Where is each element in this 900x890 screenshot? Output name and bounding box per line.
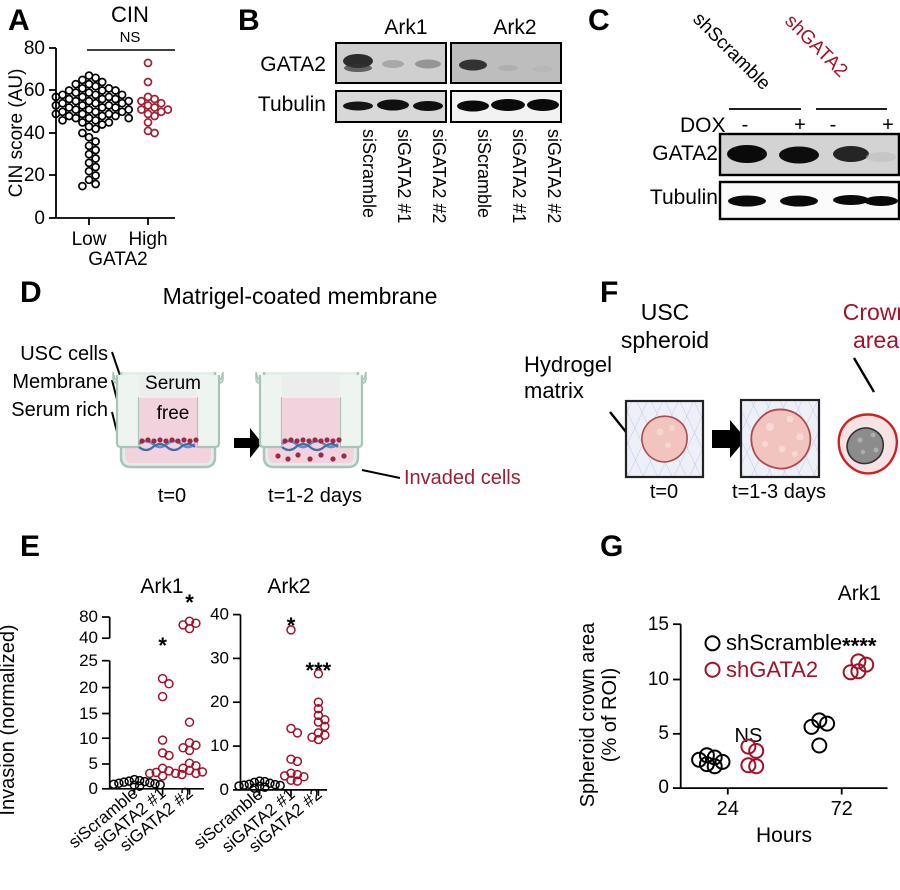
svg-text:CIN score (AU): CIN score (AU) — [6, 69, 27, 198]
svg-text:20: 20 — [210, 692, 229, 711]
svg-text:Invasion (normalized): Invasion (normalized) — [0, 624, 19, 815]
svg-text:0: 0 — [220, 780, 229, 799]
svg-text:15: 15 — [648, 614, 669, 635]
svg-text:0: 0 — [89, 779, 98, 798]
svg-text:USC cells: USC cells — [20, 343, 108, 365]
svg-text:Ark1: Ark1 — [140, 575, 183, 598]
svg-text:(% of ROI): (% of ROI) — [599, 668, 621, 762]
svg-text:shScramble: shScramble — [688, 9, 774, 95]
svg-text:Ark2: Ark2 — [267, 575, 310, 598]
svg-text:10: 10 — [210, 736, 229, 755]
svg-text:D: D — [20, 280, 42, 309]
svg-text:shGATA2: shGATA2 — [726, 657, 818, 682]
svg-text:80: 80 — [79, 607, 98, 626]
svg-text:CIN: CIN — [111, 2, 149, 27]
svg-text:*: * — [158, 633, 167, 658]
svg-text:GATA2: GATA2 — [652, 142, 718, 165]
svg-text:15: 15 — [79, 704, 98, 723]
svg-text:t=1-3 days: t=1-3 days — [732, 481, 826, 503]
svg-text:Membrane: Membrane — [12, 371, 108, 393]
svg-text:Ark2: Ark2 — [493, 16, 536, 39]
svg-text:25: 25 — [79, 651, 98, 670]
svg-text:+: + — [794, 114, 806, 136]
svg-text:*: * — [185, 590, 194, 615]
svg-text:DOX: DOX — [680, 114, 726, 137]
svg-text:-: - — [830, 114, 837, 136]
svg-text:40: 40 — [24, 123, 45, 144]
svg-text:siGATA2 #2: siGATA2 #2 — [429, 129, 449, 223]
svg-text:0: 0 — [34, 208, 45, 229]
svg-text:Ark1: Ark1 — [838, 582, 881, 605]
svg-text:t=0: t=0 — [158, 485, 186, 507]
svg-text:0: 0 — [658, 777, 669, 798]
svg-text:-: - — [742, 114, 749, 136]
svg-text:shScramble: shScramble — [726, 630, 842, 655]
svg-text:Tubulin: Tubulin — [258, 93, 326, 116]
svg-text:Serum rich: Serum rich — [11, 399, 108, 421]
svg-text:72: 72 — [831, 798, 853, 820]
svg-text:5: 5 — [658, 723, 669, 744]
svg-text:60: 60 — [24, 80, 45, 101]
svg-text:spheroid: spheroid — [621, 327, 709, 353]
svg-text:20: 20 — [79, 678, 98, 697]
svg-text:Ark1: Ark1 — [384, 16, 427, 39]
svg-text:USC: USC — [641, 299, 690, 325]
svg-text:30: 30 — [210, 648, 229, 667]
svg-text:NS: NS — [120, 29, 141, 46]
svg-text:Hydrogel: Hydrogel — [524, 352, 612, 377]
svg-text:40: 40 — [210, 605, 229, 624]
svg-text:free: free — [157, 403, 190, 424]
svg-text:siScramble: siScramble — [474, 129, 494, 218]
svg-text:20: 20 — [24, 165, 45, 186]
svg-text:siScramble: siScramble — [359, 129, 379, 218]
svg-text:shGATA2: shGATA2 — [780, 11, 851, 82]
svg-text:area: area — [853, 327, 899, 353]
svg-text:Low: Low — [72, 229, 107, 250]
svg-text:Spheroid crown area: Spheroid crown area — [577, 622, 599, 807]
svg-text:10: 10 — [648, 669, 669, 690]
svg-text:siGATA2 #2: siGATA2 #2 — [544, 129, 564, 223]
svg-text:+: + — [882, 114, 894, 136]
svg-text:GATA2: GATA2 — [88, 249, 147, 270]
svg-text:Crown: Crown — [843, 299, 900, 325]
svg-text:siGATA2 #1: siGATA2 #1 — [394, 129, 414, 223]
svg-text:matrix: matrix — [524, 378, 584, 403]
svg-text:80: 80 — [24, 38, 45, 59]
svg-text:siGATA2 #1: siGATA2 #1 — [509, 129, 529, 223]
svg-text:24: 24 — [717, 798, 739, 820]
svg-text:F: F — [600, 276, 618, 309]
svg-text:Hours: Hours — [756, 824, 812, 847]
svg-text:t=1-2 days: t=1-2 days — [268, 485, 362, 507]
svg-text:10: 10 — [79, 729, 98, 748]
svg-text:GATA2: GATA2 — [260, 53, 326, 76]
svg-text:40: 40 — [79, 628, 98, 647]
svg-text:Tubulin: Tubulin — [650, 186, 718, 209]
svg-text:5: 5 — [89, 754, 98, 773]
svg-text:Matrigel-coated membrane: Matrigel-coated membrane — [163, 283, 438, 309]
svg-text:t=0: t=0 — [650, 481, 678, 503]
svg-text:High: High — [128, 229, 167, 250]
svg-text:G: G — [600, 530, 623, 563]
svg-text:Serum: Serum — [145, 373, 201, 394]
svg-text:Invaded cells: Invaded cells — [404, 467, 521, 489]
svg-text:E: E — [20, 530, 40, 563]
